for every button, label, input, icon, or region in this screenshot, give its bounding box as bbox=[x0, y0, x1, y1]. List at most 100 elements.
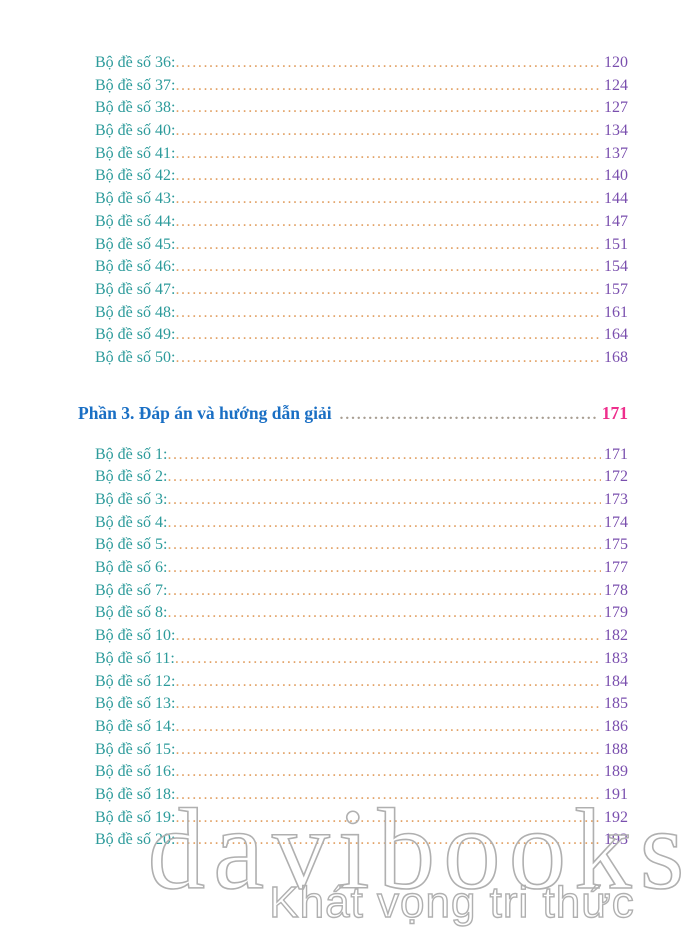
entry-label: Bộ đề số 18: bbox=[95, 785, 176, 803]
entry-page-number: 182 bbox=[604, 627, 628, 645]
entry-label: Bộ đề số 42: bbox=[95, 167, 176, 185]
entry-label: Bộ đề số 3: bbox=[95, 491, 168, 508]
toc-entry: Bộ đề số 6:.............................… bbox=[95, 557, 628, 580]
entry-page-number: 179 bbox=[604, 604, 628, 622]
toc-entry: Bộ đề số 1:.............................… bbox=[95, 444, 628, 467]
entry-page-number: 186 bbox=[604, 717, 628, 735]
heading-label: Phần 3. Đáp án và hướng dẫn giải bbox=[78, 402, 332, 423]
toc-entry: Bộ đề số 8:.............................… bbox=[95, 602, 628, 625]
dot-leader: ........................................… bbox=[175, 212, 601, 230]
dot-leader: ........................................… bbox=[167, 513, 601, 531]
dot-leader: ........................................… bbox=[174, 649, 601, 667]
toc-entry: Bộ đề số 7:.............................… bbox=[95, 580, 628, 603]
dot-leader: ........................................… bbox=[175, 785, 601, 803]
toc-entry: Bộ đề số 15:............................… bbox=[95, 739, 628, 762]
toc-section-part3: Bộ đề số 1:.............................… bbox=[78, 444, 628, 852]
entry-page-number: 177 bbox=[604, 559, 628, 577]
heading-page-number: 171 bbox=[601, 402, 628, 423]
toc-entry: Bộ đề số 18:............................… bbox=[95, 784, 628, 807]
dot-leader: ........................................… bbox=[175, 672, 601, 690]
entry-page-number: 193 bbox=[604, 831, 628, 849]
entry-page-number: 185 bbox=[604, 695, 628, 713]
toc-entry: Bộ đề số 50:............................… bbox=[95, 347, 628, 370]
entry-label: Bộ đề số 10: bbox=[95, 627, 176, 645]
dot-leader: ........................................… bbox=[175, 763, 601, 781]
dot-leader: ........................................… bbox=[175, 627, 601, 645]
dot-leader: ........................................… bbox=[175, 695, 601, 713]
entry-label: Bộ đề số 43: bbox=[95, 190, 176, 208]
entry-label: Bộ đề số 11: bbox=[95, 649, 175, 667]
entry-label: Bộ đề số 16: bbox=[95, 763, 176, 781]
dot-leader: ........................................… bbox=[175, 99, 601, 117]
entry-label: Bộ đề số 1: bbox=[95, 445, 168, 463]
entry-page-number: 144 bbox=[604, 190, 628, 208]
dot-leader: ........................................… bbox=[175, 235, 601, 253]
entry-page-number: 140 bbox=[604, 167, 628, 185]
entry-label: Bộ đề số 5: bbox=[95, 536, 168, 554]
entry-page-number: 161 bbox=[604, 303, 628, 321]
entry-label: Bộ đề số 36: bbox=[95, 54, 176, 71]
entry-label: Bộ đề số 37: bbox=[95, 76, 176, 94]
toc-entry: Bộ đề số 48:............................… bbox=[95, 302, 628, 325]
dot-leader: ........................................… bbox=[167, 468, 601, 486]
dot-leader: ........................................… bbox=[167, 559, 601, 577]
entry-label: Bộ đề số 19: bbox=[95, 808, 176, 826]
entry-page-number: 173 bbox=[604, 491, 628, 508]
entry-page-number: 124 bbox=[604, 76, 628, 94]
toc-section-part2: Bộ đề số 36:............................… bbox=[78, 52, 628, 370]
dot-leader: ........................................… bbox=[175, 326, 601, 344]
table-of-contents: Bộ đề số 36:............................… bbox=[78, 52, 628, 852]
heading-dot-leader: ........................................… bbox=[339, 406, 599, 423]
entry-label: Bộ đề số 40: bbox=[95, 122, 176, 140]
entry-label: Bộ đề số 38: bbox=[95, 99, 176, 117]
toc-entry: Bộ đề số 40:............................… bbox=[95, 120, 628, 143]
toc-entry: Bộ đề số 49:............................… bbox=[95, 324, 628, 347]
dot-leader: ........................................… bbox=[175, 54, 601, 71]
entry-page-number: 174 bbox=[604, 513, 628, 531]
entry-label: Bộ đề số 15: bbox=[95, 740, 176, 758]
toc-entry: Bộ đề số 36:............................… bbox=[95, 52, 628, 75]
toc-entry: Bộ đề số 2:.............................… bbox=[95, 466, 628, 489]
dot-leader: ........................................… bbox=[175, 303, 601, 321]
entry-label: Bộ đề số 50: bbox=[95, 348, 176, 366]
entry-page-number: 171 bbox=[604, 445, 628, 463]
dot-leader: ........................................… bbox=[175, 740, 601, 758]
toc-entry: Bộ đề số 45:............................… bbox=[95, 234, 628, 257]
entry-page-number: 137 bbox=[604, 144, 628, 162]
toc-entry: Bộ đề số 38:............................… bbox=[95, 97, 628, 120]
entry-label: Bộ đề số 47: bbox=[95, 280, 176, 298]
dot-leader: ........................................… bbox=[175, 348, 601, 366]
toc-entry: Bộ đề số 19:............................… bbox=[95, 807, 628, 830]
entry-page-number: 184 bbox=[604, 672, 628, 690]
toc-entry: Bộ đề số 5:.............................… bbox=[95, 534, 628, 557]
entry-label: Bộ đề số 4: bbox=[95, 513, 168, 531]
dot-leader: ........................................… bbox=[175, 258, 601, 276]
dot-leader: ........................................… bbox=[175, 76, 601, 94]
entry-page-number: 172 bbox=[604, 468, 628, 486]
toc-entry: Bộ đề số 44:............................… bbox=[95, 211, 628, 234]
toc-entry: Bộ đề số 14:............................… bbox=[95, 716, 628, 739]
entry-label: Bộ đề số 12: bbox=[95, 672, 176, 690]
entry-page-number: 157 bbox=[604, 280, 628, 298]
entry-page-number: 120 bbox=[604, 54, 628, 71]
entry-page-number: 127 bbox=[604, 99, 628, 117]
entry-label: Bộ đề số 2: bbox=[95, 468, 168, 486]
entry-page-number: 189 bbox=[604, 763, 628, 781]
entry-label: Bộ đề số 44: bbox=[95, 212, 176, 230]
toc-heading-part3: Phần 3. Đáp án và hướng dẫn giải .......… bbox=[78, 402, 628, 425]
entry-label: Bộ đề số 20: bbox=[95, 831, 176, 849]
dot-leader: ........................................… bbox=[167, 491, 601, 508]
toc-entry: Bộ đề số 11:............................… bbox=[95, 648, 628, 671]
entry-page-number: 164 bbox=[604, 326, 628, 344]
entry-label: Bộ đề số 7: bbox=[95, 581, 168, 599]
entry-page-number: 178 bbox=[604, 581, 628, 599]
entry-label: Bộ đề số 49: bbox=[95, 326, 176, 344]
entry-page-number: 188 bbox=[604, 740, 628, 758]
entry-label: Bộ đề số 14: bbox=[95, 717, 176, 735]
entry-label: Bộ đề số 13: bbox=[95, 695, 176, 713]
dot-leader: ........................................… bbox=[175, 144, 601, 162]
entry-page-number: 191 bbox=[604, 785, 628, 803]
entry-label: Bộ đề số 41: bbox=[95, 144, 176, 162]
dot-leader: ........................................… bbox=[175, 831, 601, 849]
entry-page-number: 151 bbox=[604, 235, 628, 253]
